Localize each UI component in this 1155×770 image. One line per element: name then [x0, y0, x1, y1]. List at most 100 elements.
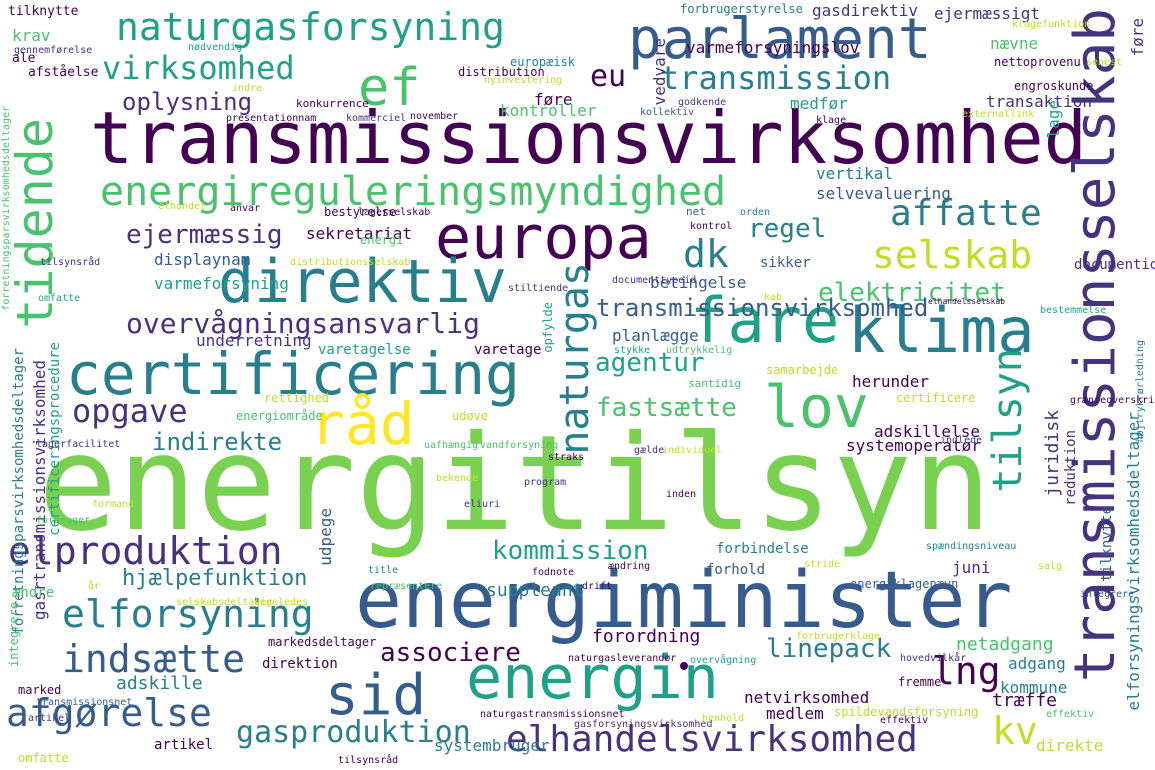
- word-distributionsselskab: omfatte: [18, 751, 69, 765]
- word-suppleant: suppleant: [486, 580, 584, 601]
- word-direktion: markedsdeltager: [268, 635, 377, 649]
- word-rettighed: energiområde: [236, 409, 323, 423]
- word-lagerselskab: anvar: [230, 203, 261, 214]
- word-affatte: affatte: [890, 193, 1042, 234]
- word-energireguleringsmyndighed: energireguleringsmyndighed: [100, 169, 727, 215]
- word-energi: displaynam: [154, 250, 251, 269]
- word-aar: år: [88, 581, 101, 592]
- word-underretning: varetagelse: [318, 342, 411, 358]
- word-sekretariat: energi: [360, 233, 404, 247]
- word-kontroller: føre: [534, 90, 573, 109]
- word-nyinvestering: november: [410, 111, 459, 122]
- word-shortnam: tilsynsråd: [338, 755, 399, 766]
- word-sid: sid: [325, 663, 427, 728]
- word-ligeledes: ligeledes: [254, 597, 309, 608]
- word-elforsyningsvirksomhedsdeltager: tilknytte: [1099, 506, 1115, 582]
- word-bestyrelse: lagerselskab: [358, 207, 431, 218]
- word-elhandelsvirksomhed: elhandelsvirksomhed: [506, 719, 918, 760]
- word-parlament: parlament: [628, 7, 932, 72]
- word-direktiv: direktiv: [218, 247, 507, 317]
- word-overvaagning: overvågning: [690, 655, 757, 666]
- word-indsaette: indsætte: [62, 637, 246, 681]
- word-hjaelpefunktion: hjælpefunktion: [122, 566, 308, 591]
- word-engroskunde: medfør: [790, 94, 848, 113]
- word-oplysning: oplysning: [122, 88, 253, 116]
- word-kommune: kommune: [1000, 678, 1068, 697]
- word-markedsdeltager: direktion: [262, 656, 338, 672]
- word-forbindelse: forbindelse: [716, 541, 809, 557]
- word-senest: senest: [1086, 57, 1123, 68]
- word-planlaegge: stykke: [614, 345, 651, 356]
- word-hovedvilkaar: hovedvilkår: [900, 653, 967, 664]
- word-juli: title: [368, 565, 399, 576]
- word-transmission: transmission: [660, 59, 892, 97]
- word-virksomhed: virksomhed: [102, 49, 295, 87]
- word-ale: ale: [12, 51, 36, 66]
- word-kollektiv: klage: [816, 115, 847, 126]
- word-stykke: udtrykkelig: [666, 345, 733, 356]
- word-el: distributionsselskab: [290, 257, 411, 268]
- word-kommerciel: presentationnam: [226, 113, 317, 124]
- word-ankenaevn: indre: [232, 83, 263, 94]
- word-adskillelse: systemoperatør: [846, 436, 981, 455]
- word-ejermaessigt: ejermæssigt: [934, 4, 1040, 23]
- word-marked: integrere: [1080, 589, 1135, 600]
- word-godkende: kollektiv: [640, 107, 695, 118]
- word-naevne: varmeforsyningslov: [686, 38, 860, 57]
- word-fastsaette: fastsætte: [596, 393, 737, 423]
- word-gasrtransmissionsvirksomhed: forretningsparsvirksomhedsdeltager: [1, 106, 12, 311]
- word-europaeisk: europæisk: [510, 55, 576, 69]
- word-eliuri: bekende: [436, 473, 479, 484]
- word-eu: eu: [590, 59, 627, 94]
- word-displaynam: varmeforsyning: [154, 274, 289, 293]
- word-kv: kv: [992, 709, 1038, 753]
- word-krav: krav: [12, 26, 51, 45]
- word-selvevaluering: net: [686, 205, 706, 218]
- word-repraesentere: repræsentere: [370, 581, 443, 592]
- word-vertikal: selvevaluering: [816, 184, 951, 203]
- word-linepack: linepack: [766, 634, 892, 664]
- word-net: bestyrelse: [324, 205, 397, 219]
- word-sikker: documentid: [1074, 257, 1155, 273]
- word-indre: kommerciel: [346, 113, 407, 124]
- word-udpege: udpege: [316, 508, 335, 566]
- word-fare: fare: [690, 284, 840, 357]
- word-stride: stride: [804, 559, 841, 570]
- word-documentid: documenttypeid: [612, 275, 697, 286]
- word-forbrugerstyrelse: forbrugerstyrelse: [680, 2, 803, 16]
- word-systembruger: artikel: [28, 713, 71, 724]
- word-traeffe: træffe: [992, 690, 1058, 711]
- word-naturgastransmissionsnet: transmissionsnet: [36, 697, 133, 708]
- word-juridisk: juridisk: [1042, 410, 1063, 497]
- word-spaendingsniveau: spændingsniveau: [926, 541, 1017, 552]
- word-tilsynsraad: direkte: [1036, 736, 1104, 755]
- word-overvaagningsansvarlig: overvågningsansvarlig: [126, 307, 481, 340]
- word-selskab: selskab: [872, 233, 1033, 277]
- word-omfatte: systembruger: [434, 736, 550, 755]
- word-forretningsparsvirksomhedsdeltager: højtrykrørledning: [1135, 340, 1146, 443]
- word-varetagelse: varetage: [474, 342, 542, 358]
- word-klima: klima: [848, 294, 1035, 367]
- word-transmissionsnet: adskille: [116, 673, 203, 694]
- word-noedvendig: nødvendig: [188, 42, 243, 53]
- word-effektiv: effektiv: [880, 715, 929, 726]
- word-regel: regel: [748, 214, 827, 244]
- word-integrere: effektiv: [1046, 709, 1095, 720]
- word-selskabsdeltager: selskabsdeltager: [176, 597, 273, 608]
- word-ef: ef: [358, 58, 421, 118]
- word-tilknytte: tilknytte: [8, 4, 79, 19]
- word-certificere: rettighed: [264, 391, 330, 405]
- word-transaktion: kontroller: [500, 101, 597, 120]
- word-inden: program: [524, 477, 567, 488]
- word-juni: juni: [952, 558, 991, 577]
- word-netvirksomhed: netvirksomhed: [744, 688, 870, 707]
- word-nettoprovenu: nettoprovenu: [994, 55, 1081, 69]
- word-aendre: ændre: [12, 585, 55, 601]
- word-netadgang: netadgang: [956, 634, 1054, 655]
- word-formand: eliuri: [464, 499, 501, 510]
- word-stiltiende: opfylde: [541, 302, 555, 353]
- word-systemoperatoer: indlede: [940, 435, 983, 446]
- word-indlede: grænseoverskridende: [1070, 395, 1155, 406]
- word-forbruger: inden: [666, 489, 697, 500]
- word-adgang: adgang: [1008, 654, 1066, 673]
